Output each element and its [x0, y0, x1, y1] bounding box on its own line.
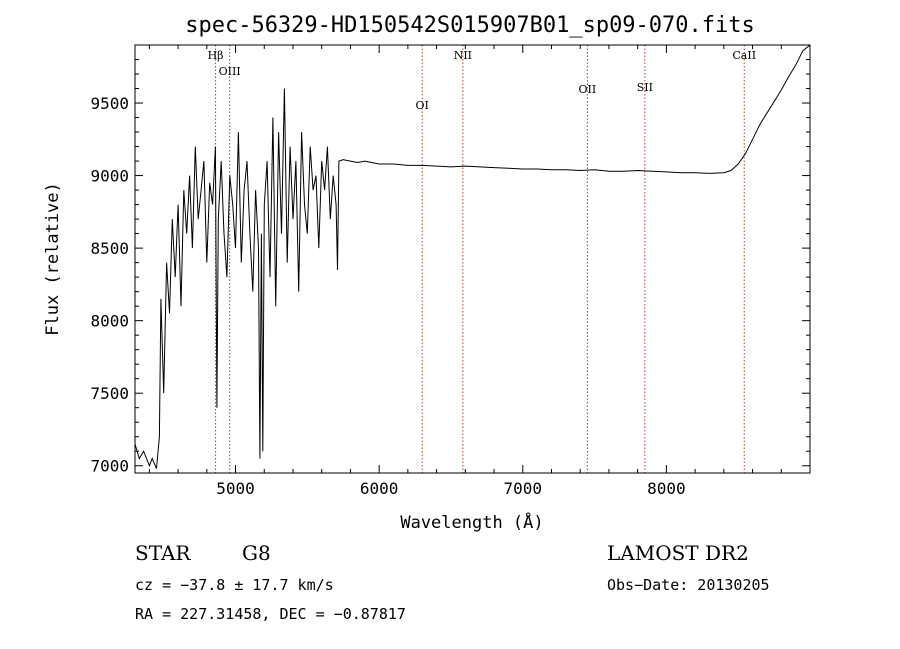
obs-date: Obs−Date: 20130205 [607, 576, 770, 594]
spectral-line-markers: Hβ OIII OI NII OII SII CaII [208, 45, 756, 473]
chart-title: spec-56329-HD150542S015907B01_sp09-070.f… [185, 13, 755, 38]
x-axis-label: Wavelength (Å) [400, 511, 543, 533]
marker-label-CaII: CaII [732, 49, 756, 62]
cz-text: cz = −37.8 ± 17.7 km/s [135, 576, 334, 594]
marker-label-OII: OII [579, 83, 597, 96]
spectrum-series [134, 44, 811, 469]
marker-label-NII: NII [454, 49, 472, 62]
spectrum-line-0 [134, 44, 811, 469]
class-label: STAR [135, 541, 191, 565]
marker-label-Hβ: Hβ [208, 49, 224, 62]
y-tick-label-9500: 9500 [90, 94, 129, 113]
y-tick-label-7500: 7500 [90, 384, 129, 403]
x-axis-ticks: 5000 6000 7000 8000 [148, 45, 782, 498]
y-tick-label-8000: 8000 [90, 312, 129, 331]
x-tick-label-8000: 8000 [647, 479, 686, 498]
x-tick-label-5000: 5000 [216, 479, 255, 498]
x-tick-label-6000: 6000 [360, 479, 399, 498]
plot-frame [134, 44, 811, 474]
y-axis-ticks: 7000 7500 8000 8500 9000 9500 [90, 59, 810, 476]
survey-label: LAMOST DR2 [607, 541, 749, 565]
marker-label-OIII: OIII [219, 65, 241, 78]
coords-text: RA = 227.31458, DEC = −0.87817 [135, 605, 406, 623]
marker-label-SII: SII [637, 81, 653, 94]
y-axis-label: Flux (relative) [43, 182, 63, 336]
y-tick-label-7000: 7000 [90, 457, 129, 476]
subclass-label: G8 [242, 541, 271, 565]
marker-label-OI: OI [416, 99, 429, 112]
y-tick-label-9000: 9000 [90, 167, 129, 186]
y-tick-label-8500: 8500 [90, 239, 129, 258]
x-tick-label-7000: 7000 [504, 479, 543, 498]
